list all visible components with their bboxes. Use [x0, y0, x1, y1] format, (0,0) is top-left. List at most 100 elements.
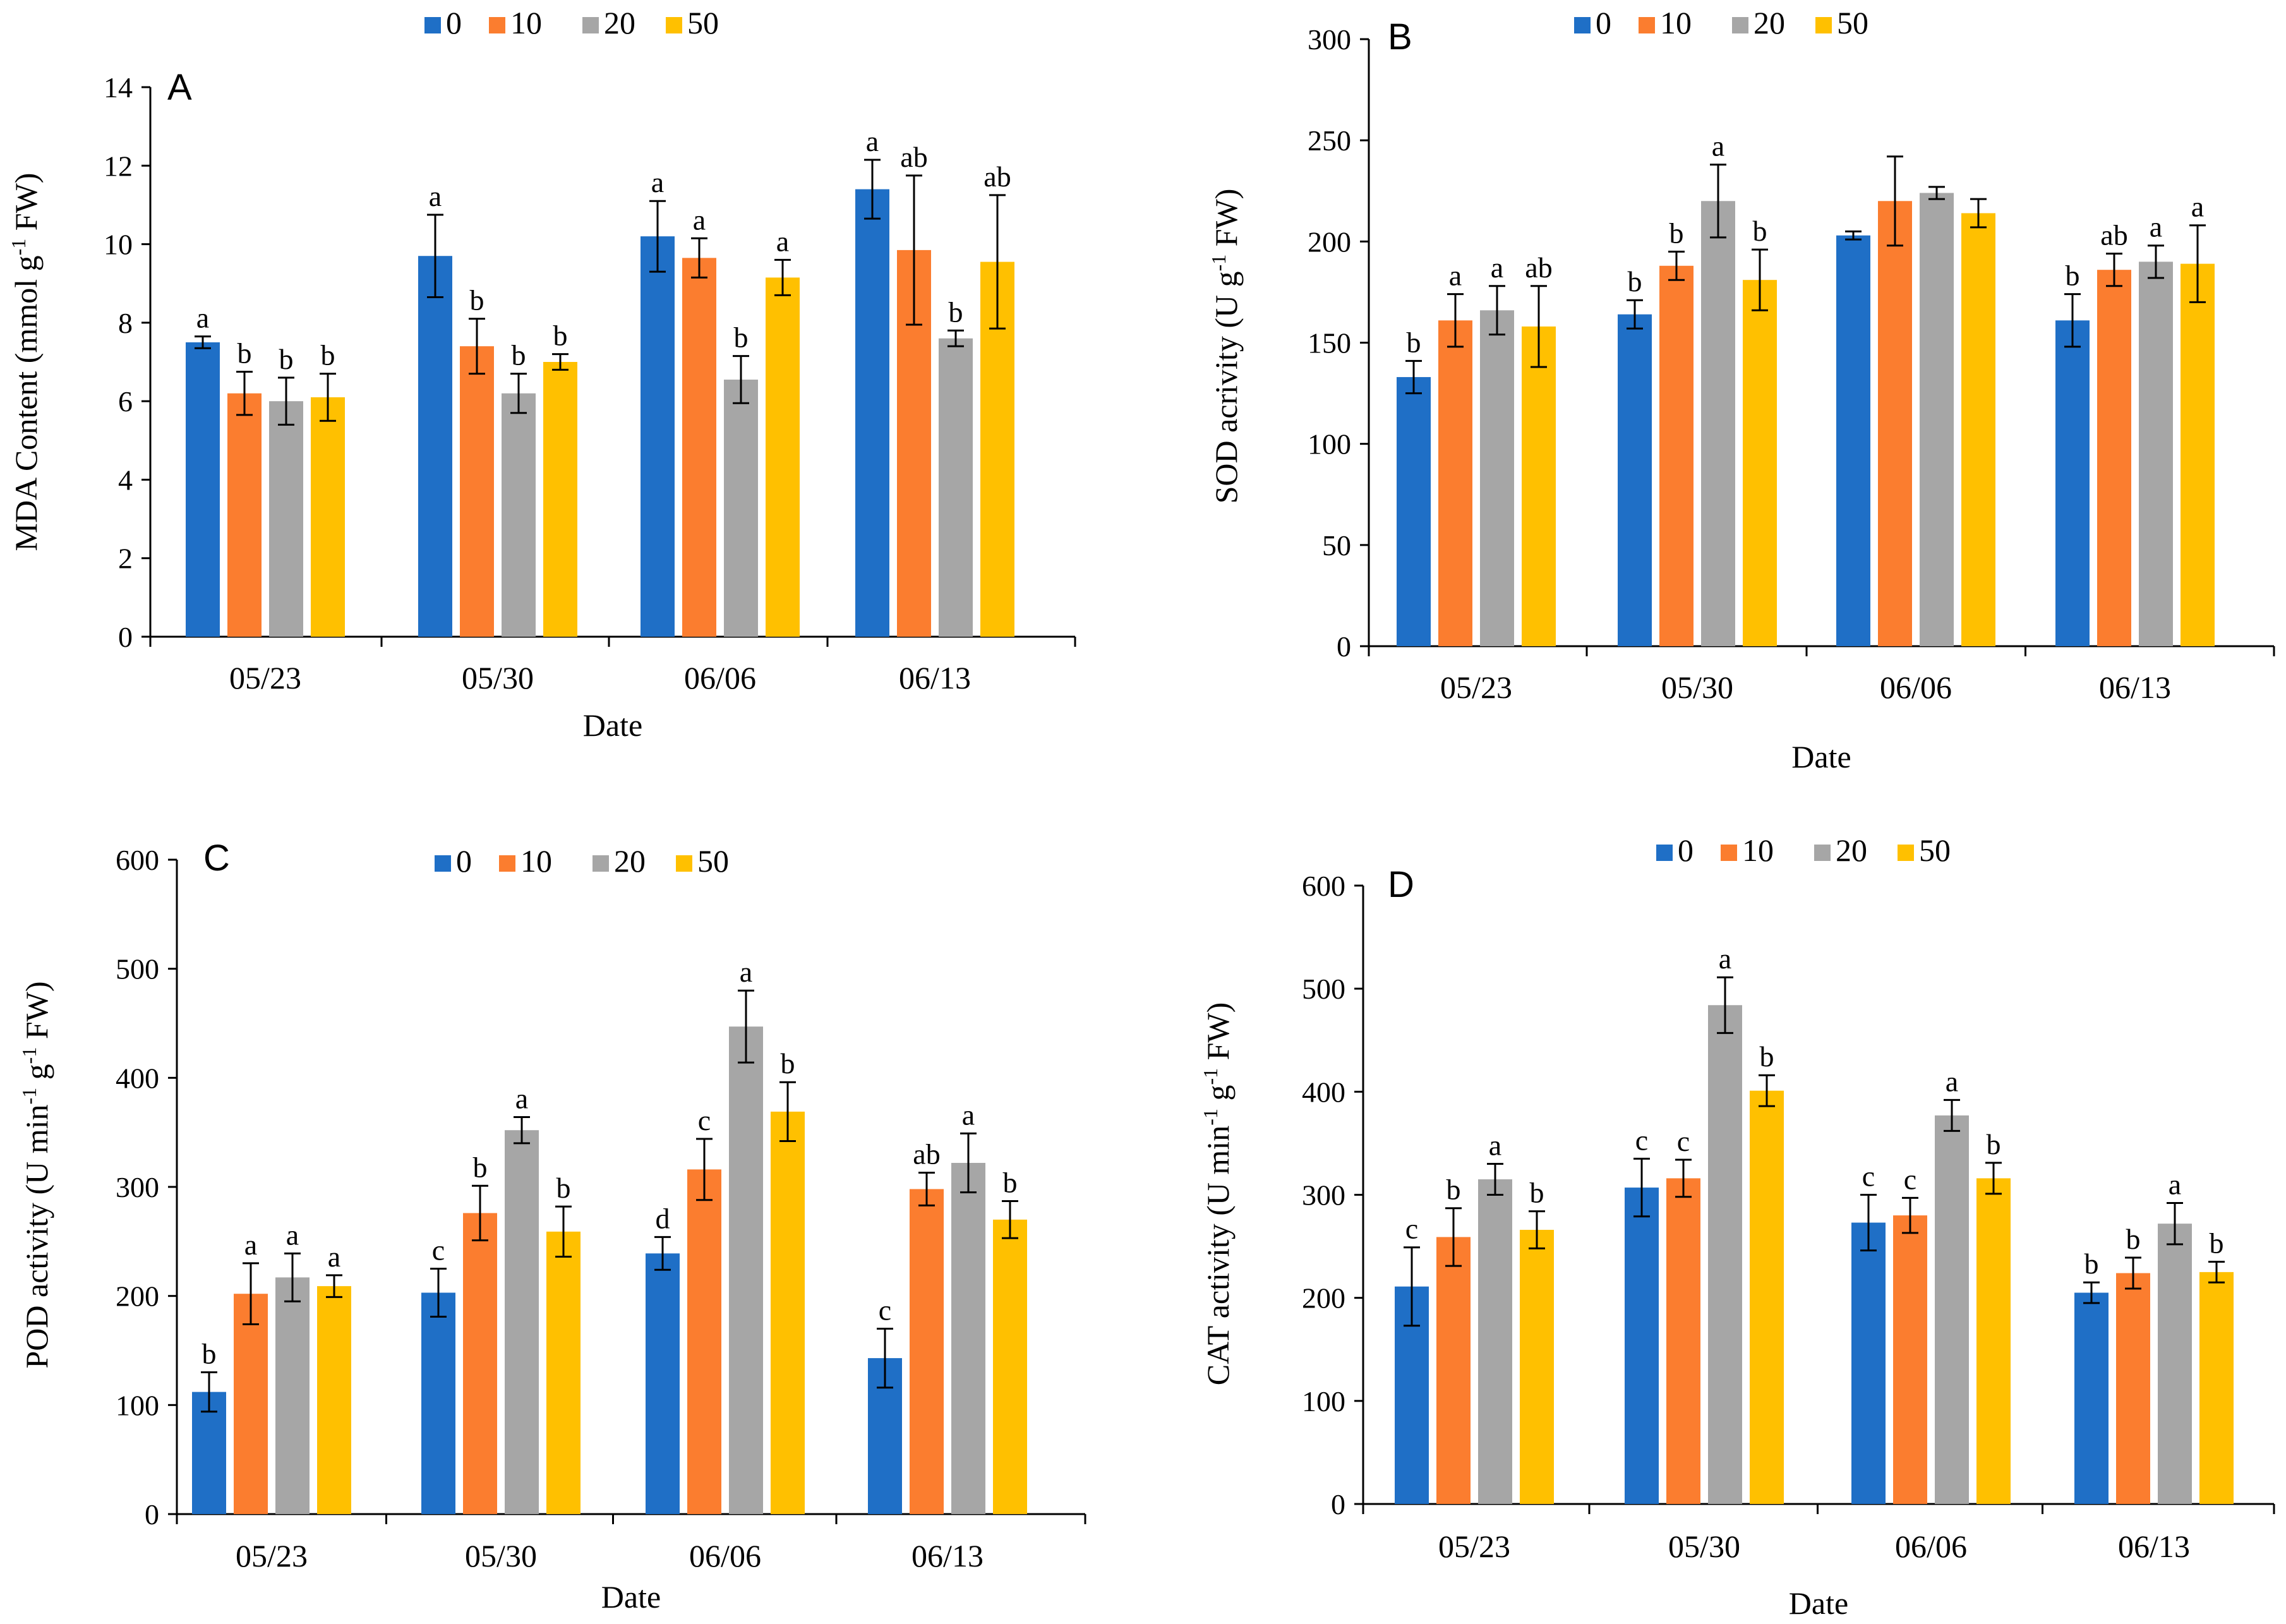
- significance-letter: b: [1760, 1040, 1774, 1073]
- legend-label: 50: [1837, 5, 1868, 40]
- y-axis-title-part: CAT activity (U min: [1200, 1126, 1236, 1386]
- y-axis-title-part: -1: [1199, 1068, 1222, 1085]
- legend-swatch: [1721, 845, 1737, 861]
- y-tick-label: 300: [1302, 1179, 1345, 1212]
- y-axis-title-part: FW): [8, 173, 44, 239]
- y-tick-label: 200: [116, 1280, 159, 1313]
- legend-swatch: [435, 855, 451, 872]
- bar: [1976, 1178, 2011, 1504]
- x-category-label: 06/06: [689, 1538, 761, 1573]
- legend-swatch: [676, 855, 692, 872]
- bar: [186, 342, 220, 637]
- legend-swatch: [1656, 845, 1673, 861]
- significance-letter: a: [2150, 211, 2162, 243]
- significance-letter: a: [776, 225, 789, 257]
- bar: [1920, 193, 1954, 646]
- legend-swatch: [1574, 17, 1591, 33]
- legend-label: 0: [446, 5, 462, 40]
- legend-label: 10: [1660, 5, 1692, 40]
- y-axis-title-part: FW): [19, 982, 54, 1047]
- bar: [227, 393, 262, 637]
- significance-letter: a: [286, 1218, 299, 1251]
- significance-letter: b: [321, 339, 335, 371]
- significance-letter: b: [470, 284, 484, 316]
- significance-letter: b: [1447, 1174, 1461, 1206]
- y-axis-title: MDA Content (mmol g-1 FW): [7, 173, 44, 551]
- panel-letter: B: [1388, 16, 1412, 57]
- bar: [502, 393, 536, 637]
- bar: [311, 397, 345, 637]
- bar: [2097, 270, 2131, 646]
- bar: [1701, 201, 1735, 646]
- bar: [1750, 1090, 1784, 1504]
- bar: [1659, 265, 1693, 647]
- significance-letter: c: [1862, 1160, 1875, 1193]
- legend-label: 10: [510, 5, 542, 40]
- bar: [234, 1294, 268, 1514]
- x-category-label: 06/13: [899, 660, 971, 695]
- x-category-label: 06/06: [684, 660, 756, 695]
- y-tick-label: 14: [104, 71, 133, 104]
- x-axis-title: Date: [601, 1579, 661, 1615]
- x-category-label: 06/06: [1880, 670, 1952, 705]
- y-tick-label: 200: [1308, 226, 1351, 258]
- x-category-label: 06/13: [2118, 1529, 2190, 1564]
- bar: [641, 236, 675, 637]
- legend: 0 10 20 50: [435, 843, 729, 879]
- significance-letter: b: [1669, 217, 1684, 249]
- legend: 0 10 20 50: [1574, 5, 1868, 40]
- x-category-label: 06/13: [2099, 670, 2171, 705]
- y-tick-label: 500: [1302, 973, 1345, 1005]
- significance-letter: b: [556, 1172, 571, 1204]
- bar: [1625, 1188, 1659, 1504]
- bar: [1878, 201, 1912, 646]
- y-tick-label: 6: [118, 385, 133, 418]
- bar: [2158, 1224, 2192, 1504]
- bar: [855, 189, 889, 637]
- y-tick-label: 200: [1302, 1282, 1345, 1314]
- bar: [1961, 213, 1995, 646]
- x-category-label: 05/23: [1440, 670, 1512, 705]
- y-tick-label: 2: [118, 543, 133, 575]
- y-tick-label: 500: [116, 953, 159, 985]
- y-tick-label: 100: [1302, 1385, 1345, 1417]
- bar: [1520, 1229, 1554, 1504]
- x-category-label: 06/06: [1895, 1529, 1967, 1564]
- bar: [2116, 1273, 2150, 1504]
- significance-letter: a: [1489, 1129, 1501, 1162]
- significance-letter: b: [1987, 1128, 2001, 1160]
- significance-letter: a: [328, 1241, 340, 1273]
- y-tick-label: 100: [116, 1389, 159, 1421]
- bar: [543, 362, 577, 637]
- y-tick-label: 12: [104, 150, 133, 182]
- bar: [1935, 1115, 1969, 1504]
- legend-swatch: [1639, 17, 1655, 33]
- bar: [1436, 1237, 1471, 1504]
- y-axis-title-part: g: [19, 1064, 54, 1088]
- legend-swatch: [424, 17, 441, 33]
- significance-letter: a: [196, 302, 209, 334]
- legend-label: 50: [687, 5, 719, 40]
- bar: [729, 1026, 763, 1514]
- x-category-label: 06/13: [911, 1538, 984, 1573]
- significance-letter: a: [651, 166, 664, 198]
- y-tick-label: 400: [1302, 1076, 1345, 1108]
- y-tick-label: 0: [118, 621, 133, 653]
- significance-letter: ab: [2100, 219, 2127, 251]
- significance-letter: a: [515, 1082, 528, 1114]
- y-tick-label: 0: [1337, 630, 1351, 663]
- significance-letter: c: [1904, 1163, 1916, 1195]
- y-tick-label: 300: [116, 1171, 159, 1203]
- y-tick-label: 250: [1308, 124, 1351, 157]
- significance-letter: b: [1530, 1177, 1544, 1209]
- significance-letter: b: [734, 322, 749, 354]
- bar: [2199, 1272, 2234, 1504]
- legend-swatch: [499, 855, 515, 872]
- bar: [682, 258, 716, 637]
- significance-letter: c: [698, 1104, 711, 1136]
- bar: [269, 401, 303, 637]
- bar: [463, 1213, 497, 1514]
